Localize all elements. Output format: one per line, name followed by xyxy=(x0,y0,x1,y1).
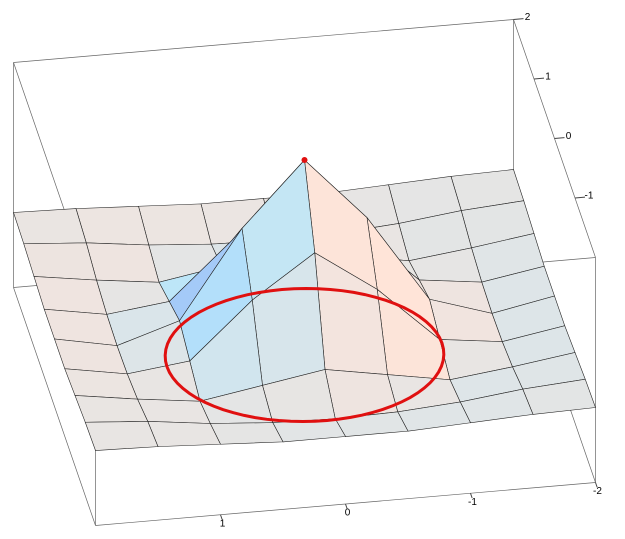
surface-patch xyxy=(138,203,212,246)
surface-patch xyxy=(33,276,108,315)
y-tick xyxy=(533,77,545,80)
surface-patch xyxy=(209,422,284,445)
surface-patch xyxy=(85,242,160,283)
y-tick-label: 1 xyxy=(545,72,551,83)
box-edge xyxy=(13,287,96,526)
x-tick-label: 0 xyxy=(345,508,351,519)
x-tick-label: -1 xyxy=(468,497,477,508)
surface-patch xyxy=(75,205,150,246)
x-tick xyxy=(345,503,348,509)
y-tick-label: 2 xyxy=(525,12,531,23)
y-tick-label: 0 xyxy=(566,131,572,142)
x-tick xyxy=(470,493,473,499)
x-tick xyxy=(220,514,223,520)
ring-curve xyxy=(163,286,446,424)
y-tick xyxy=(574,196,586,199)
peak-point xyxy=(301,157,308,163)
x-tick xyxy=(595,482,598,488)
surface-patch xyxy=(23,242,97,281)
surface-patch xyxy=(137,398,211,424)
box-edge xyxy=(13,19,514,63)
y-tick xyxy=(554,137,565,139)
y-tick xyxy=(513,18,524,20)
y-tick-label: -1 xyxy=(585,191,594,202)
surface-patch xyxy=(324,369,399,420)
surface-patch xyxy=(13,208,87,245)
x-tick-label: 1 xyxy=(220,518,226,529)
surface-patch xyxy=(84,421,159,451)
x-tick-label: -2 xyxy=(593,486,602,497)
surface-patch xyxy=(74,395,149,423)
surface-patch xyxy=(147,421,221,447)
